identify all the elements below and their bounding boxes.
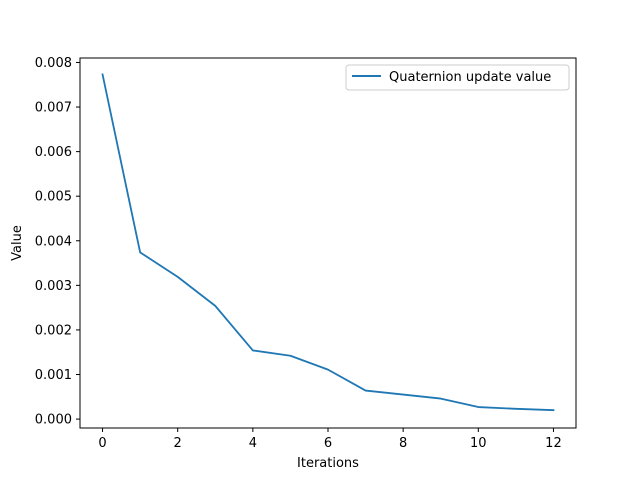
x-tick-label: 2 — [174, 436, 182, 451]
y-tick-label: 0.006 — [35, 145, 72, 160]
x-tick-label: 12 — [545, 436, 562, 451]
y-tick-label: 0.004 — [35, 234, 72, 249]
y-axis-label: Value — [10, 225, 25, 261]
y-tick-label: 0.007 — [35, 101, 72, 116]
x-tick-label: 4 — [249, 436, 257, 451]
y-tick-label: 0.002 — [35, 323, 72, 338]
x-axis-label: Iterations — [297, 456, 359, 471]
legend-label: Quaternion update value — [389, 70, 551, 85]
y-tick-label: 0.001 — [35, 368, 72, 383]
x-tick-label: 6 — [324, 436, 332, 451]
legend: Quaternion update value — [346, 65, 569, 90]
y-tick-label: 0.003 — [35, 279, 72, 294]
y-tick-label: 0.008 — [35, 56, 72, 71]
y-tick-label: 0.000 — [35, 413, 72, 428]
x-tick-label: 10 — [470, 436, 487, 451]
x-tick-label: 0 — [98, 436, 106, 451]
y-tick-label: 0.005 — [35, 190, 72, 205]
x-tick-label: 8 — [399, 436, 407, 451]
